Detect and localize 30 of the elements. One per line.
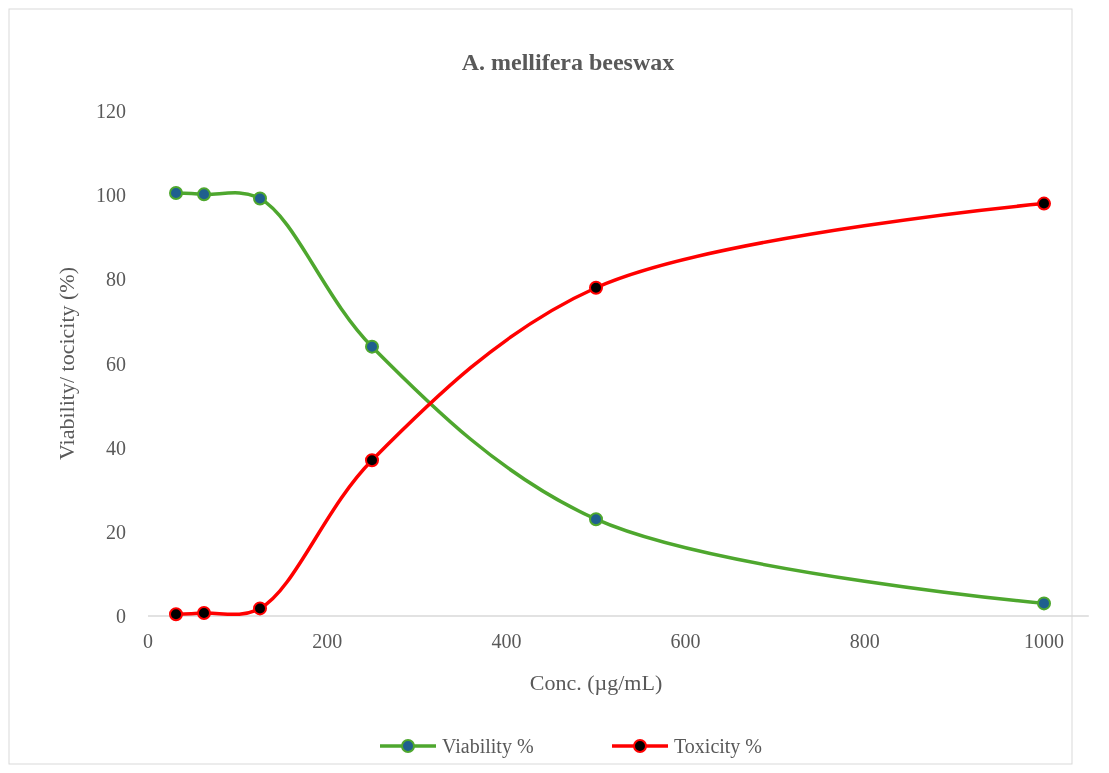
legend-label: Viability %	[442, 735, 534, 758]
point	[253, 601, 267, 616]
chart-title: A. mellifera beeswax	[461, 49, 675, 75]
y-tick-label: 0	[116, 605, 126, 627]
point	[365, 453, 379, 468]
point	[365, 339, 379, 354]
x-tick-label: 400	[491, 630, 522, 652]
point	[169, 607, 183, 622]
point	[253, 191, 267, 206]
y-axis-title: Viability/ tocicity (%)	[54, 267, 79, 460]
point	[197, 606, 211, 621]
y-tick-label: 60	[106, 352, 126, 375]
point	[1037, 196, 1051, 211]
x-axis-title: Conc. (µg/mL)	[529, 670, 663, 695]
point	[1037, 596, 1051, 611]
y-tick-label: 40	[106, 436, 126, 459]
point	[169, 186, 183, 201]
x-tick-label: 600	[670, 630, 701, 652]
x-tick-label: 0	[143, 630, 153, 652]
point	[197, 187, 211, 202]
legend-label: Toxicity %	[674, 735, 763, 758]
y-tick-label: 80	[106, 268, 126, 291]
x-tick-label: 200	[312, 630, 343, 652]
x-tick-label: 800	[849, 630, 880, 652]
y-tick-label: 20	[106, 520, 126, 543]
x-tick-label: 1000	[1024, 630, 1064, 652]
y-tick-label: 100	[96, 184, 126, 207]
y-tick-label: 120	[96, 100, 126, 122]
point	[589, 280, 603, 295]
point	[589, 512, 603, 527]
